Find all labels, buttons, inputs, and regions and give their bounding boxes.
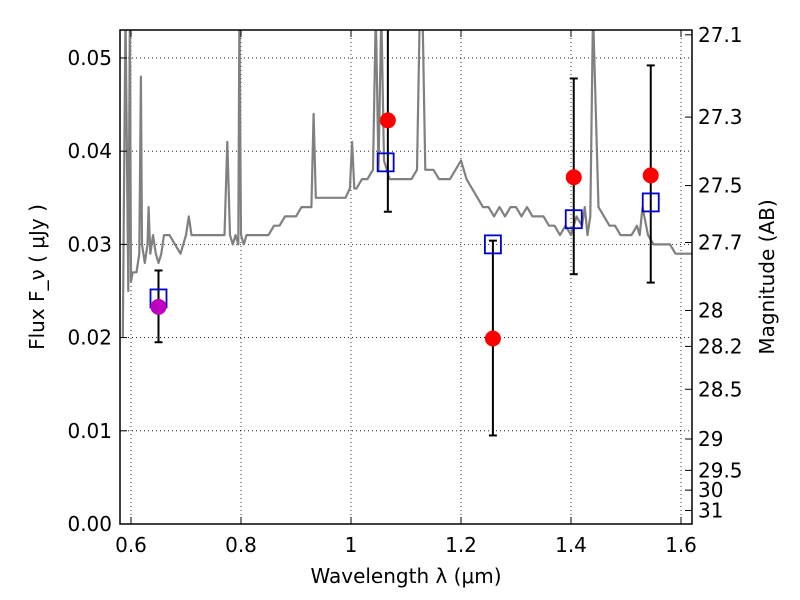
y-tick-label: 0.04 [67,139,112,163]
observed-point [642,167,659,184]
y-tick-label: 0.00 [67,512,112,536]
mag-tick-label: 27.3 [698,105,743,129]
observed-point [484,330,501,347]
y-tick-label: 0.02 [67,326,112,350]
x-axis-title: Wavelength λ (μm) [310,564,501,588]
y-tick-label: 0.01 [67,419,112,443]
y-axis-title: Flux F_ν ( μJy ) [25,204,49,350]
series-layer [121,30,692,437]
y-tick-label: 0.03 [67,232,112,256]
model-square [641,192,660,213]
y-tick-label: 0.05 [67,46,112,70]
observed-point [565,169,582,186]
y-axis-right-title: Magnitude (AB) [755,199,779,354]
x-tick-label: 1.6 [665,533,697,557]
mag-tick-label: 30 [698,478,723,502]
x-tick-label: 1 [345,533,358,557]
observed-point [379,112,396,129]
x-tick-label: 1.4 [555,533,587,557]
ticks: 0.6 0.8 1 1.2 1.4 1.6 0.00 0.01 0.02 0.03 0.04 0.05… [67,23,742,557]
plot-frame [119,29,693,525]
spectrum-line [121,30,692,338]
model-square [376,152,395,173]
mag-tick-label: 31 [698,499,723,523]
x-tick-label: 1.2 [445,533,477,557]
x-tick-label: 0.6 [115,533,147,557]
observed-point [150,298,167,315]
mag-tick-label: 28 [698,298,723,322]
mag-tick-label: 28.5 [698,377,743,401]
model-square [564,209,583,230]
plot-background [120,30,692,524]
model-square [483,234,502,255]
mag-tick-label: 27.5 [698,174,743,198]
mag-tick-label: 27.7 [698,231,743,255]
mag-tick-label: 27.1 [698,23,743,47]
x-tick-label: 0.8 [225,533,257,557]
mag-tick-label: 29.5 [698,458,743,482]
mag-tick-label: 28.2 [698,334,743,358]
mag-tick-label: 29 [698,427,723,451]
